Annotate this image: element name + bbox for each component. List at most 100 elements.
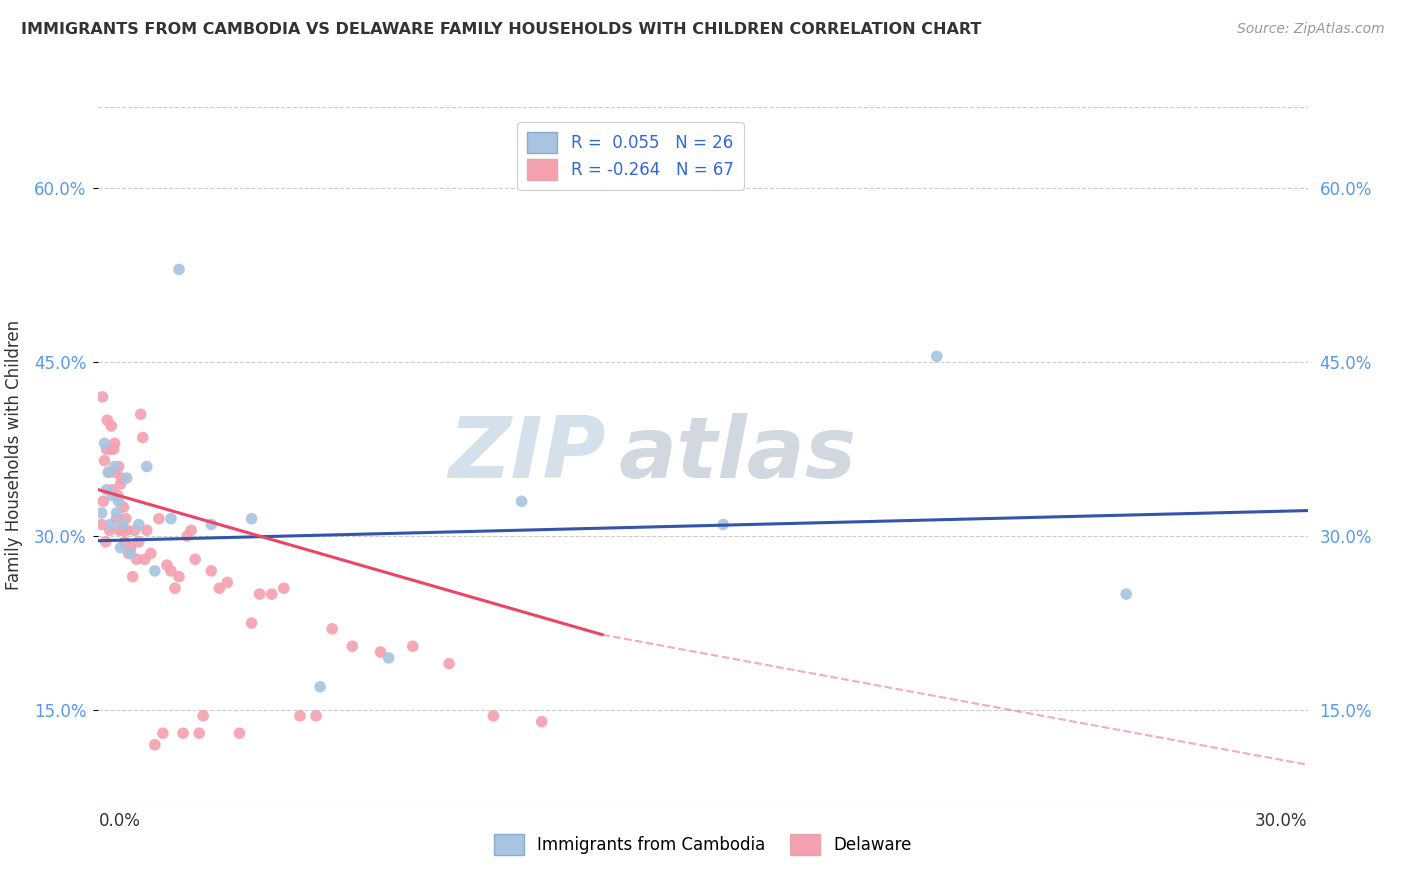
- Point: [105, 506, 128, 520]
- Point: [309, 680, 332, 694]
- Point: [180, 523, 202, 537]
- Point: [377, 651, 399, 665]
- Point: [260, 587, 283, 601]
- Point: [193, 708, 215, 723]
- Point: [100, 517, 122, 532]
- Text: ZIP: ZIP: [449, 413, 606, 497]
- Point: [111, 523, 134, 537]
- Y-axis label: Family Households with Children: Family Households with Children: [6, 320, 22, 590]
- Point: [128, 535, 150, 549]
- Point: [208, 582, 231, 596]
- Point: [321, 622, 343, 636]
- Point: [91, 494, 114, 508]
- Point: [711, 517, 734, 532]
- Point: [160, 511, 183, 525]
- Point: [402, 639, 425, 653]
- Point: [121, 570, 143, 584]
- Point: [110, 476, 132, 491]
- Point: [114, 511, 136, 525]
- Point: [105, 511, 128, 525]
- Point: [163, 582, 186, 596]
- Text: 0.0%: 0.0%: [98, 812, 141, 830]
- Text: Source: ZipAtlas.com: Source: ZipAtlas.com: [1237, 22, 1385, 37]
- Point: [125, 552, 148, 566]
- Point: [101, 489, 124, 503]
- Point: [101, 483, 124, 497]
- Point: [148, 511, 170, 525]
- Point: [100, 419, 122, 434]
- Point: [129, 407, 152, 422]
- Point: [228, 726, 250, 740]
- Point: [120, 546, 142, 561]
- Text: 30.0%: 30.0%: [1256, 812, 1308, 830]
- Point: [240, 511, 263, 525]
- Point: [135, 459, 157, 474]
- Point: [530, 714, 553, 729]
- Point: [143, 738, 166, 752]
- Point: [152, 726, 174, 740]
- Point: [167, 262, 190, 277]
- Point: [167, 570, 190, 584]
- Point: [115, 523, 138, 537]
- Point: [104, 466, 127, 480]
- Point: [111, 471, 134, 485]
- Point: [118, 546, 141, 561]
- Point: [111, 517, 134, 532]
- Point: [96, 442, 118, 457]
- Point: [103, 459, 125, 474]
- Point: [97, 466, 120, 480]
- Point: [240, 615, 263, 630]
- Point: [98, 523, 121, 537]
- Point: [110, 541, 132, 555]
- Point: [200, 517, 222, 532]
- Point: [925, 350, 948, 364]
- Point: [176, 529, 198, 543]
- Point: [160, 564, 183, 578]
- Point: [305, 708, 328, 723]
- Point: [288, 708, 311, 723]
- Point: [114, 535, 136, 549]
- Point: [370, 645, 392, 659]
- Point: [115, 471, 138, 485]
- Point: [107, 489, 129, 503]
- Point: [124, 523, 146, 537]
- Point: [132, 431, 155, 445]
- Point: [90, 506, 112, 520]
- Point: [200, 564, 222, 578]
- Point: [128, 517, 150, 532]
- Text: atlas: atlas: [619, 413, 856, 497]
- Point: [96, 483, 118, 497]
- Text: IMMIGRANTS FROM CAMBODIA VS DELAWARE FAMILY HOUSEHOLDS WITH CHILDREN CORRELATION: IMMIGRANTS FROM CAMBODIA VS DELAWARE FAM…: [21, 22, 981, 37]
- Point: [100, 442, 122, 457]
- Point: [120, 541, 142, 555]
- Point: [107, 494, 129, 508]
- Legend: Immigrants from Cambodia, Delaware: Immigrants from Cambodia, Delaware: [488, 828, 918, 862]
- Point: [91, 390, 114, 404]
- Point: [103, 442, 125, 457]
- Point: [1115, 587, 1137, 601]
- Point: [217, 575, 239, 590]
- Point: [103, 436, 125, 450]
- Point: [482, 708, 505, 723]
- Point: [134, 552, 156, 566]
- Point: [188, 726, 211, 740]
- Point: [510, 494, 533, 508]
- Point: [139, 546, 162, 561]
- Legend: R =  0.055   N = 26, R = -0.264   N = 67: R = 0.055 N = 26, R = -0.264 N = 67: [517, 122, 744, 190]
- Point: [273, 582, 295, 596]
- Point: [107, 459, 129, 474]
- Point: [96, 413, 118, 427]
- Point: [97, 466, 120, 480]
- Point: [342, 639, 364, 653]
- Point: [108, 523, 131, 537]
- Point: [93, 436, 115, 450]
- Point: [135, 523, 157, 537]
- Point: [172, 726, 194, 740]
- Point: [90, 517, 112, 532]
- Point: [249, 587, 271, 601]
- Point: [93, 453, 115, 467]
- Point: [112, 500, 135, 514]
- Point: [143, 564, 166, 578]
- Point: [437, 657, 460, 671]
- Point: [184, 552, 207, 566]
